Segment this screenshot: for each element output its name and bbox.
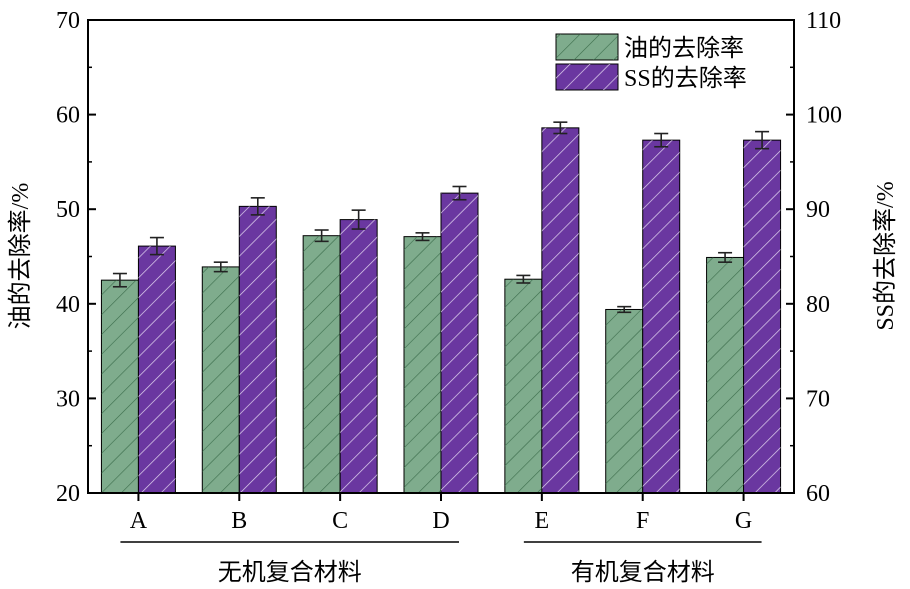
legend-swatch-ss-hatch [556, 64, 618, 90]
bar-hatch-ss-F [642, 140, 680, 493]
bar-hatch-ss-G [743, 140, 781, 493]
error-bar-oil-F [617, 305, 632, 314]
error-bar-oil-E [516, 274, 531, 284]
legend: 油的去除率 SS的去除率 [555, 33, 747, 92]
group-0: 无机复合材料 [120, 541, 459, 586]
right-tick-label: 80 [806, 292, 830, 318]
left-tick-label: 40 [56, 292, 80, 318]
left-tick-label: 30 [56, 386, 80, 412]
error-bar-oil-C [314, 229, 329, 243]
x-axis: A B C D E F G [130, 493, 752, 534]
legend-swatch-oil-hatch [556, 34, 618, 60]
bar-hatch-ss-E [541, 127, 579, 494]
right-tick-label: 100 [806, 103, 842, 129]
right-axis-title: SS的去除率/% [872, 181, 899, 330]
legend-label-ss: SS的去除率 [624, 65, 747, 92]
error-bars-layer [112, 121, 770, 314]
bar-hatch-oil-C [303, 235, 341, 494]
group-label: 无机复合材料 [218, 559, 362, 586]
bar-hatch-oil-E [504, 279, 542, 493]
left-tick-label: 60 [56, 103, 80, 129]
left-tick-label: 20 [56, 481, 80, 507]
group-1: 有机复合材料 [523, 541, 762, 586]
bar-hatch-oil-B [202, 266, 240, 493]
error-bar-ss-D [452, 185, 467, 201]
bar-hatch-ss-D [441, 193, 478, 494]
error-bar-ss-B [250, 197, 265, 216]
category-label-A: A [130, 508, 148, 534]
right-tick-label: 70 [806, 386, 830, 412]
right-tick-label: 90 [806, 197, 830, 223]
bar-hatch-ss-B [239, 206, 277, 493]
category-label-D: D [432, 508, 449, 534]
legend-label-oil: 油的去除率 [624, 35, 744, 62]
left-tick-label: 50 [56, 197, 80, 223]
error-bar-oil-A [112, 272, 127, 288]
bars-layer [100, 127, 782, 494]
error-bar-oil-G [718, 251, 733, 263]
error-bar-ss-G [755, 130, 770, 150]
error-bar-oil-D [415, 232, 430, 242]
left-tick-label: 70 [56, 8, 80, 34]
error-bar-ss-A [149, 236, 164, 256]
category-label-C: C [332, 508, 348, 534]
right-tick-label: 60 [806, 481, 830, 507]
bar-hatch-oil-F [605, 309, 643, 493]
bar-hatch-ss-C [340, 219, 378, 493]
left-axis-title: 油的去除率/% [7, 183, 34, 330]
category-label-B: B [231, 508, 247, 534]
group-label: 有机复合材料 [571, 559, 715, 586]
category-groups: 无机复合材料 有机复合材料 [120, 541, 762, 586]
error-bar-ss-E [553, 121, 568, 135]
category-label-G: G [735, 508, 752, 534]
bar-hatch-oil-A [101, 280, 139, 493]
error-bar-ss-F [654, 132, 669, 148]
right-tick-label: 110 [806, 8, 841, 34]
bar-hatch-oil-G [706, 257, 744, 493]
error-bar-oil-B [213, 261, 228, 273]
category-label-E: E [535, 508, 550, 534]
left-axis: 20 30 40 50 60 70 [56, 8, 96, 507]
category-label-F: F [636, 508, 649, 534]
error-bar-ss-C [351, 209, 366, 230]
bar-hatch-ss-A [138, 246, 176, 493]
right-axis: 60 70 80 90 100 110 [786, 8, 842, 507]
bar-hatch-oil-D [404, 236, 441, 493]
